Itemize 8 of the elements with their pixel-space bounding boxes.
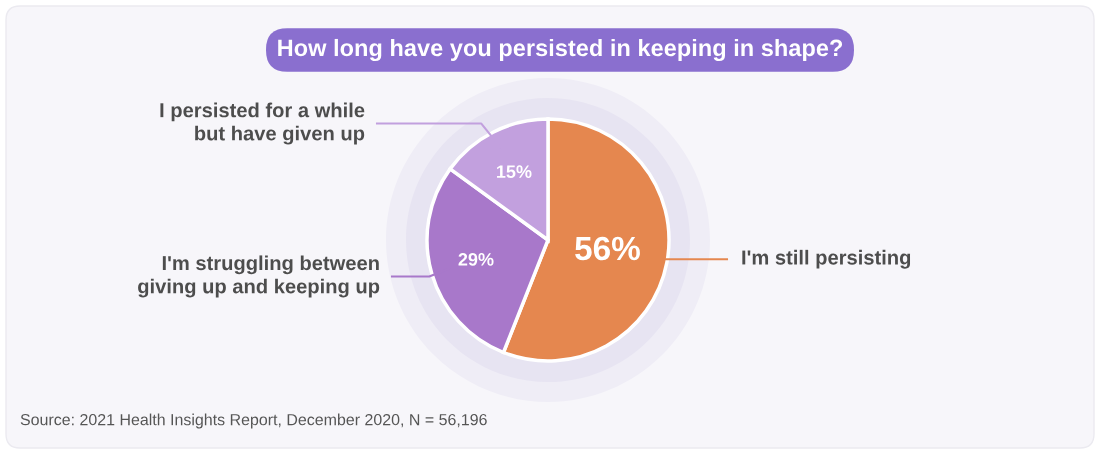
data-label: 15%: [497, 165, 532, 178]
slice-label: I'm still persisting: [742, 249, 911, 269]
data-label: 29%: [458, 252, 494, 266]
data-label: 56%: [575, 236, 640, 261]
chart-title: How long have you persisted in keeping in shape?: [278, 38, 843, 62]
source-note: Source: 2021 Health Insights Report, December 2020, N = 56,196: [20, 413, 487, 429]
slice-label: I persisted for a while but have given up: [160, 102, 365, 145]
slice-label: I'm struggling between giving up and keeping up: [138, 255, 380, 298]
